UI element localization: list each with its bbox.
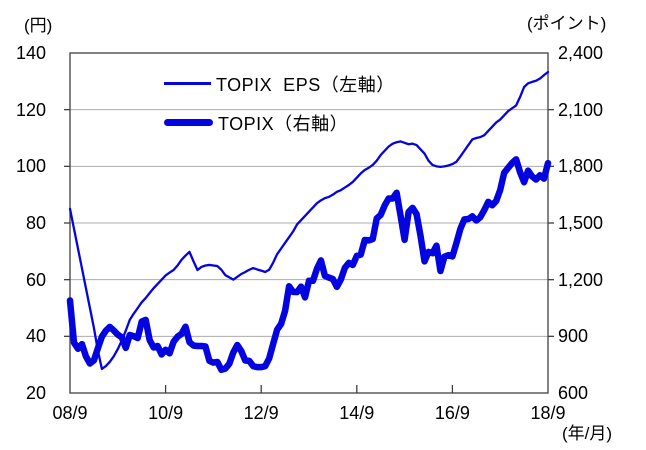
x-axis-unit-label: (年/月) [562,424,613,443]
legend-item-topix: TOPIX（右軸） [164,111,395,134]
y-axis-left-tick-label: 100 [15,156,46,177]
y-axis-right-tick-label: 900 [558,326,589,347]
x-axis-tick-label: 18/9 [530,403,566,423]
y-axis-left-tick-label: 140 [15,43,46,63]
y-axis-left-tick-label: 20 [25,383,46,403]
legend-label-topix-eps: TOPIX EPS（左軸） [216,74,395,95]
x-axis-tick-label: 14/9 [339,403,375,423]
x-axis-tick-label: 10/9 [148,403,184,423]
x-axis-tick-label: 16/9 [434,403,470,423]
x-axis-tick-label: 12/9 [243,403,279,423]
y-axis-right-tick-label: 2,400 [558,43,604,63]
legend-item-topix-eps: TOPIX EPS（左軸） [164,72,395,95]
y-axis-left-tick-label: 60 [25,269,46,290]
legend-label-topix: TOPIX（右軸） [218,113,349,134]
series-line-topix [66,156,552,374]
y-axis-right-tick-label: 1,200 [558,269,604,290]
thick-line-legend-marker [164,119,213,126]
y-axis-left-tick-label: 80 [25,213,46,233]
y-axis-left-tick-label: 40 [25,326,46,347]
y-axis-right-tick-label: 1,500 [558,213,604,233]
y-axis-right-tick-label: 1,800 [558,156,604,177]
legend: TOPIX EPS（左軸） TOPIX（右軸） [164,72,395,150]
right-axis-unit-label: (ポイント) [527,14,607,33]
thin-line-legend-marker [164,82,211,85]
y-axis-right-tick-label: 600 [558,383,589,403]
y-axis-right-tick-label: 2,100 [558,99,604,120]
y-axis-left-tick-label: 120 [15,99,46,120]
x-axis-tick-label: 08/9 [52,403,88,423]
left-axis-unit-label: (円) [24,16,53,35]
series-line-topix-eps [68,70,550,371]
